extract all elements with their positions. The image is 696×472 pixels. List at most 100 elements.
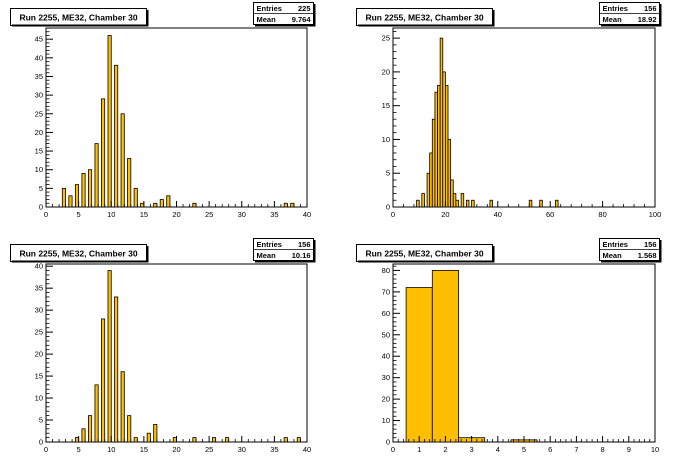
x-tick-label: 15 xyxy=(140,445,148,454)
y-tick-label: 10 xyxy=(382,135,390,144)
histogram-bar xyxy=(153,202,158,208)
x-tick-label: 60 xyxy=(546,210,554,218)
chart-title-box: Run 2255, ME32, Chamber 30 xyxy=(10,244,149,263)
stats-shadow xyxy=(313,4,316,27)
histogram-bar xyxy=(421,193,425,208)
histogram-bar xyxy=(159,199,164,208)
histogram-svg: 0204060801000510152025number of strips p… xyxy=(356,2,662,218)
histogram-svg: 0510152025303540051015202530354045number… xyxy=(10,2,316,218)
chart-title: Run 2255, ME32, Chamber 30 xyxy=(19,13,137,23)
x-axis: 0 20 40 60 80 100 xyxy=(391,201,661,218)
histogram-bar xyxy=(133,437,138,443)
histogram-bar xyxy=(94,143,99,208)
histogram-bar xyxy=(101,98,106,208)
histogram-bar xyxy=(465,199,470,208)
stats-value: 156 xyxy=(298,240,311,249)
y-tick-label: 15 xyxy=(382,101,390,110)
histogram-bar xyxy=(61,187,66,208)
x-tick-label: 6 xyxy=(548,445,552,454)
stats-value: 10.16 xyxy=(292,251,311,260)
y-tick-label: 5 xyxy=(39,184,43,193)
histogram-bar xyxy=(107,35,112,208)
chart-title-box: Run 2255, ME32, Chamber 30 xyxy=(356,8,495,27)
stats-label: Entries xyxy=(257,4,282,13)
histogram-svg: 05101520253035400510152025303540number o… xyxy=(10,238,316,454)
stats-box: Entries 225 Mean 9.764 xyxy=(253,2,316,27)
x-tick-label: 0 xyxy=(391,445,395,454)
x-tick-label: 30 xyxy=(238,210,246,218)
stats-label: Mean xyxy=(257,251,277,260)
x-tick-label: 2 xyxy=(443,445,447,454)
y-tick-label: 5 xyxy=(39,416,43,425)
histogram-bar xyxy=(290,202,295,208)
histogram-bar xyxy=(120,371,125,443)
stats-label: Mean xyxy=(257,15,277,24)
y-tick-label: 10 xyxy=(35,394,43,403)
histogram-bar xyxy=(81,173,86,208)
x-tick-label: 5 xyxy=(77,210,81,218)
x-tick-label: 10 xyxy=(107,445,115,454)
y-tick-label: 30 xyxy=(382,373,390,382)
chart-title-box: Run 2255, ME32, Chamber 30 xyxy=(356,244,495,263)
stats-value: 1.568 xyxy=(638,251,657,260)
histogram-bar xyxy=(283,437,288,443)
y-axis: 0 10 20 30 40 50 60 70 80 xyxy=(382,265,400,447)
y-tick-label: 60 xyxy=(382,309,390,318)
y-tick-label: 40 xyxy=(382,352,390,361)
x-tick-label: 10 xyxy=(651,445,659,454)
y-tick-label: 5 xyxy=(386,169,390,178)
chart-title: Run 2255, ME32, Chamber 30 xyxy=(365,249,483,259)
x-tick-label: 20 xyxy=(172,210,180,218)
stats-label: Mean xyxy=(603,15,623,24)
histogram-bar xyxy=(447,139,452,208)
x-tick-label: 20 xyxy=(172,445,180,454)
x-tick-label: 9 xyxy=(627,445,631,454)
x-tick-label: 35 xyxy=(270,210,278,218)
stats-shadow xyxy=(255,24,315,27)
y-tick-label: 50 xyxy=(382,330,390,339)
y-axis: 0 5 10 15 20 25 30 35 40 45 xyxy=(35,27,53,212)
histogram-bar xyxy=(133,187,138,208)
histogram-bar xyxy=(120,113,125,208)
x-tick-label: 4 xyxy=(496,445,500,454)
y-axis: 0 5 10 15 20 25 xyxy=(382,30,400,212)
y-tick-label: 35 xyxy=(35,72,43,81)
y-tick-label: 30 xyxy=(35,91,43,100)
x-tick-label: 40 xyxy=(494,210,502,218)
x-tick-label: 0 xyxy=(391,210,395,218)
x-tick-label: 40 xyxy=(303,445,311,454)
y-tick-label: 20 xyxy=(382,67,390,76)
histogram-bar xyxy=(296,437,301,443)
histogram-bar xyxy=(539,199,543,208)
y-tick-label: 10 xyxy=(35,165,43,174)
histogram-panel-strips: 0204060801000510152025number of strips p… xyxy=(352,2,664,218)
y-tick-label: 25 xyxy=(382,34,390,43)
y-tick-label: 25 xyxy=(35,109,43,118)
histogram-bar xyxy=(74,184,80,208)
chart-title-box: Run 2255, ME32, Chamber 30 xyxy=(10,8,149,27)
title-shadow xyxy=(146,246,149,263)
histogram-bar xyxy=(101,318,106,443)
stats-shadow xyxy=(659,4,662,27)
stats-label: Entries xyxy=(603,240,628,249)
chart-title: Run 2255, ME32, Chamber 30 xyxy=(19,249,137,259)
histogram-bar xyxy=(114,296,119,443)
stats-shadow xyxy=(313,240,316,263)
x-tick-label: 15 xyxy=(140,210,148,218)
y-tick-label: 20 xyxy=(35,128,43,137)
histogram-bar xyxy=(455,199,459,208)
stats-box: Entries 156 Mean 1.568 xyxy=(599,238,662,263)
stats-box: Entries 156 Mean 10.16 xyxy=(253,238,316,263)
stats-shadow xyxy=(601,24,661,27)
y-tick-label: 25 xyxy=(35,328,43,337)
stats-box: Entries 156 Mean 18.92 xyxy=(599,2,662,27)
x-tick-label: 0 xyxy=(44,210,48,218)
x-tick-label: 25 xyxy=(205,210,213,218)
stats-shadow xyxy=(601,260,661,263)
x-axis: 0 1 2 3 4 5 6 7 8 9 10 xyxy=(391,436,659,454)
stats-label: Entries xyxy=(257,240,282,249)
histogram-bar xyxy=(192,202,197,208)
histogram-bars xyxy=(61,35,295,208)
histogram-bar xyxy=(153,424,158,443)
x-tick-label: 8 xyxy=(601,445,605,454)
